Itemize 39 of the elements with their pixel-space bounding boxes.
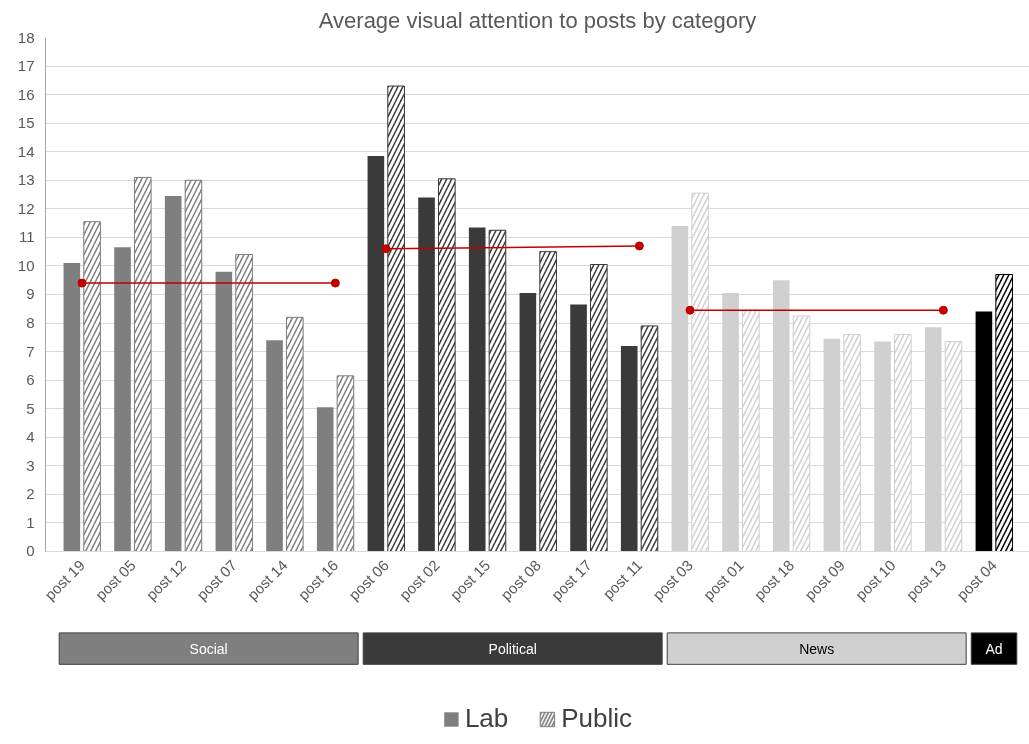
bar [316, 407, 334, 552]
bar [418, 197, 435, 552]
bar [367, 156, 385, 552]
bar [570, 304, 587, 552]
text: Social [189, 640, 228, 657]
y-tick-label: 4 [26, 428, 35, 446]
bar [620, 345, 638, 552]
y-tick-label: 9 [26, 285, 35, 303]
bar [164, 195, 182, 552]
y-tick-label: 7 [26, 342, 35, 360]
y-tick-label: 12 [17, 199, 35, 217]
text: News [799, 640, 835, 657]
y-tick-label: 11 [18, 228, 35, 246]
y-tick-label: 17 [17, 57, 35, 75]
y-tick-label: 1 [26, 513, 35, 531]
text: Political [488, 640, 537, 657]
y-tick-label: 18 [17, 28, 35, 46]
y-tick-label: 8 [26, 314, 35, 332]
y-tick-label: 16 [17, 85, 35, 103]
chart-title: Average visual attention to posts by category [318, 7, 757, 33]
text: Ad [985, 640, 1003, 657]
bar [114, 247, 131, 552]
legend-label: Public [561, 703, 633, 734]
bar [63, 263, 81, 552]
y-tick-label: 10 [17, 256, 35, 274]
y-tick-label: 14 [17, 142, 35, 160]
y-tick-label: 15 [17, 114, 35, 132]
y-tick-label: 13 [17, 171, 35, 189]
bar [266, 340, 283, 552]
y-tick-label: 6 [26, 371, 35, 389]
bar [215, 271, 233, 552]
bar [519, 293, 537, 552]
y-tick-label: 5 [26, 399, 35, 417]
y-tick-label: 2 [26, 485, 35, 503]
y-tick-label: 3 [26, 456, 35, 474]
bar [975, 311, 993, 552]
bar [468, 227, 486, 552]
legend-label: Lab [464, 703, 509, 734]
y-tick-label: 0 [26, 542, 35, 560]
